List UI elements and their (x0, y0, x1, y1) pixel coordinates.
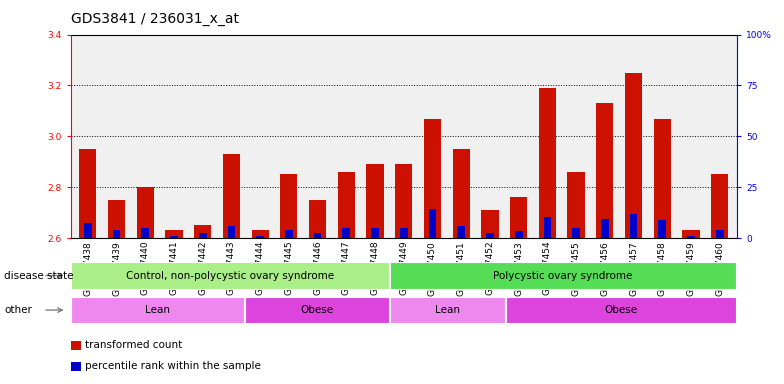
Bar (395, 164, 412, 238)
Bar (390, 297, 505, 323)
Bar (506, 297, 736, 323)
Bar (84, 223, 92, 238)
Bar (252, 230, 269, 238)
Bar (429, 209, 437, 238)
Bar (400, 228, 408, 238)
Text: Lean: Lean (145, 305, 170, 315)
Bar (390, 262, 736, 289)
Bar (285, 230, 292, 238)
Bar (630, 214, 637, 238)
Bar (227, 226, 235, 238)
Text: percentile rank within the sample: percentile rank within the sample (85, 361, 260, 371)
Bar (338, 172, 355, 238)
Bar (343, 228, 350, 238)
Bar (223, 154, 240, 238)
Bar (539, 88, 556, 238)
Bar (486, 233, 494, 238)
Bar (572, 228, 580, 238)
Bar (457, 226, 465, 238)
Text: Lean: Lean (434, 305, 459, 315)
Bar (71, 297, 244, 323)
Bar (452, 149, 470, 238)
Bar (654, 119, 671, 238)
Bar (280, 174, 297, 238)
Bar (170, 236, 178, 238)
Bar (371, 228, 379, 238)
Bar (543, 217, 551, 238)
Bar (108, 200, 125, 238)
Bar (711, 174, 728, 238)
Bar (309, 200, 326, 238)
Bar (625, 73, 642, 238)
Bar (314, 233, 321, 238)
Text: other: other (4, 305, 32, 315)
Bar (79, 149, 96, 238)
Bar (141, 228, 149, 238)
Bar (568, 172, 585, 238)
Bar (256, 236, 264, 238)
Text: Control, non-polycystic ovary syndrome: Control, non-polycystic ovary syndrome (126, 270, 334, 281)
Bar (716, 230, 724, 238)
Text: disease state: disease state (4, 270, 74, 281)
Text: GDS3841 / 236031_x_at: GDS3841 / 236031_x_at (71, 12, 238, 25)
Bar (510, 197, 528, 238)
Bar (424, 119, 441, 238)
Bar (136, 187, 154, 238)
Bar (113, 230, 121, 238)
Text: transformed count: transformed count (85, 340, 182, 350)
Bar (366, 164, 383, 238)
Text: Obese: Obese (604, 305, 637, 315)
Bar (687, 236, 695, 238)
Bar (165, 230, 183, 238)
Bar (659, 220, 666, 238)
Bar (194, 225, 212, 238)
Text: Polycystic ovary syndrome: Polycystic ovary syndrome (493, 270, 633, 281)
Bar (481, 210, 499, 238)
Text: Obese: Obese (300, 305, 333, 315)
Bar (682, 230, 699, 238)
Bar (596, 103, 613, 238)
Bar (515, 231, 522, 238)
Bar (71, 262, 389, 289)
Bar (199, 233, 206, 238)
Bar (245, 297, 389, 323)
Bar (601, 218, 608, 238)
